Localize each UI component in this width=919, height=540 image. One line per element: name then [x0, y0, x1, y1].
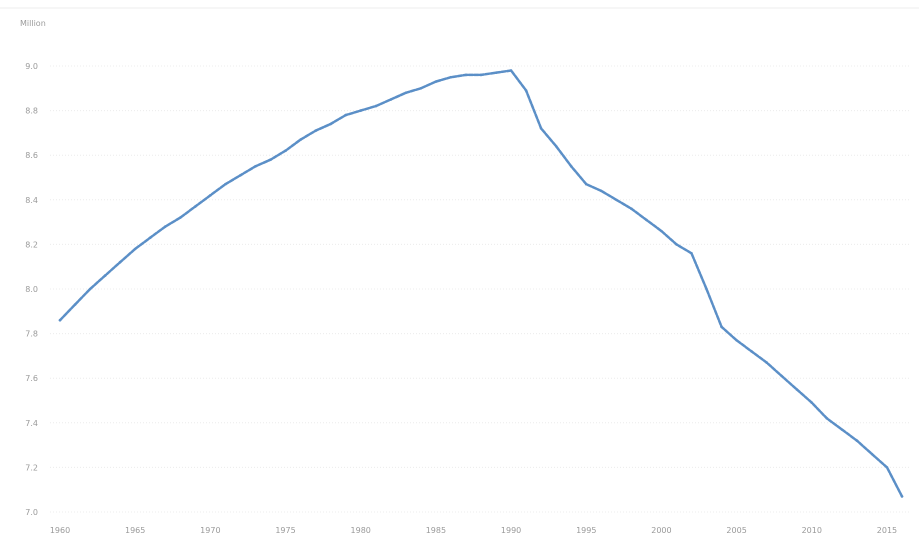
data-point: [885, 466, 889, 469]
data-point: [344, 113, 348, 117]
y-tick-label: 8.8: [25, 107, 38, 116]
x-tick-label: 1960: [50, 526, 70, 535]
data-point: [374, 104, 378, 108]
x-tick-label: 2000: [651, 526, 671, 535]
data-point: [148, 236, 152, 239]
data-point: [810, 401, 814, 405]
y-tick-label: 8.4: [25, 196, 38, 205]
data-point: [464, 73, 468, 77]
data-point: [855, 439, 859, 442]
y-tick-label: 9.0: [25, 62, 38, 71]
data-point: [630, 207, 633, 210]
y-axis-ticks: 9.0 8.8 8.6 8.4 8.2 8.0 7.8 7.6 7.4 7.2 7.0: [25, 62, 38, 517]
data-point: [389, 98, 393, 101]
data-point: [554, 145, 558, 148]
x-tick-label: 2005: [726, 526, 746, 535]
data-point: [600, 189, 603, 193]
data-point: [209, 194, 212, 197]
data-point: [449, 75, 453, 79]
x-tick-label: 1980: [351, 526, 371, 535]
x-axis-ticks: 1960 1965 1970 1975 1980 1985 1990 1995 2000 2005…: [50, 526, 897, 535]
series-population: [58, 69, 904, 498]
data-point: [299, 138, 302, 141]
data-point: [720, 325, 723, 329]
data-point: [585, 182, 588, 186]
data-point: [615, 198, 618, 202]
data-point: [73, 303, 77, 306]
data-point: [118, 260, 122, 264]
data-point: [329, 122, 332, 126]
y-tick-label: 8.0: [25, 285, 38, 294]
data-point: [569, 165, 573, 168]
y-tick-label: 7.0: [25, 508, 38, 517]
data-point: [434, 80, 438, 83]
data-point: [194, 205, 197, 208]
data-point: [795, 388, 799, 391]
data-point: [88, 287, 92, 291]
x-tick-label: 2010: [802, 526, 822, 535]
y-tick-label: 7.2: [25, 463, 38, 472]
x-tick-label: 1995: [576, 526, 596, 535]
x-tick-label: 1975: [275, 526, 295, 535]
y-tick-label: 7.6: [25, 374, 38, 383]
data-point: [103, 274, 107, 277]
data-point: [479, 73, 483, 77]
data-point: [524, 89, 528, 92]
data-point: [284, 149, 287, 152]
x-tick-label: 2015: [877, 526, 897, 535]
data-point: [780, 374, 783, 378]
data-point: [164, 225, 167, 228]
data-point: [359, 109, 363, 112]
data-point: [645, 218, 648, 222]
y-tick-label: 7.8: [25, 330, 38, 339]
data-point: [690, 252, 693, 255]
data-point: [660, 229, 663, 233]
data-point: [750, 350, 753, 353]
y-tick-label: 7.4: [25, 419, 38, 428]
data-point: [494, 71, 498, 74]
y-tick-label: 8.2: [25, 240, 38, 249]
data-point: [419, 87, 423, 90]
data-point: [675, 243, 678, 246]
data-point: [765, 361, 768, 364]
grid-lines: [50, 65, 910, 513]
data-point: [900, 495, 904, 498]
series-line: [58, 69, 904, 498]
data-point: [509, 69, 513, 72]
data-point: [179, 216, 182, 219]
data-point: [705, 287, 708, 291]
data-point: [825, 417, 829, 420]
data-point: [404, 91, 408, 95]
data-point: [58, 318, 62, 322]
x-tick-label: 1970: [200, 526, 220, 535]
y-unit-label: Million: [20, 19, 46, 28]
data-point: [870, 452, 874, 456]
data-point: [239, 174, 242, 177]
data-point: [735, 339, 738, 342]
x-tick-label: 1965: [125, 526, 145, 535]
data-point: [840, 428, 844, 431]
data-point: [269, 158, 272, 161]
y-tick-label: 8.6: [25, 151, 38, 160]
data-point: [254, 165, 257, 168]
x-tick-label: 1990: [501, 526, 521, 535]
x-tick-label: 1985: [426, 526, 446, 535]
data-point: [224, 182, 227, 186]
data-point: [314, 129, 317, 132]
data-point: [133, 247, 137, 251]
data-point: [539, 127, 543, 130]
